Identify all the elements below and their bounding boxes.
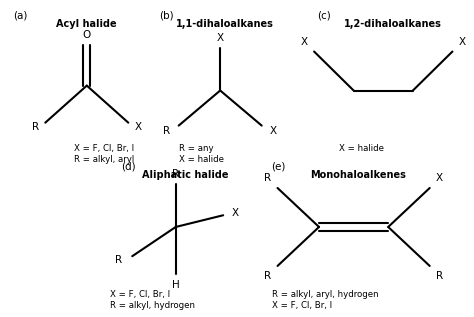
Text: X: X [301,37,308,47]
Text: R: R [172,169,179,179]
Text: R = any
X = halide: R = any X = halide [179,144,224,164]
Text: (a): (a) [13,10,27,21]
Text: X: X [459,37,466,47]
Text: 1,1-dihaloalkanes: 1,1-dihaloalkanes [176,19,274,29]
Text: 1,2-dihaloalkanes: 1,2-dihaloalkanes [344,19,442,29]
Text: R: R [264,271,271,281]
Text: X: X [231,208,238,218]
Text: Monohaloalkenes: Monohaloalkenes [310,170,407,180]
Text: X = F, Cl, Br, I
R = alkyl, hydrogen: X = F, Cl, Br, I R = alkyl, hydrogen [109,290,194,310]
Text: R: R [264,173,271,183]
Text: H: H [172,281,180,290]
Text: (c): (c) [317,10,331,21]
Text: O: O [82,30,91,40]
Text: X: X [135,121,142,132]
Text: R: R [32,121,39,132]
Text: X = halide: X = halide [339,144,384,153]
Text: X: X [270,126,277,136]
Text: R: R [436,271,443,281]
Text: X: X [217,33,224,43]
Text: Acyl halide: Acyl halide [56,19,117,29]
Text: (b): (b) [159,10,173,21]
Text: R: R [163,126,170,136]
Text: (d): (d) [121,162,136,171]
Text: R: R [115,255,122,265]
Text: R = alkyl, aryl, hydrogen
X = F, Cl, Br, I: R = alkyl, aryl, hydrogen X = F, Cl, Br,… [272,290,378,310]
Text: X = F, Cl, Br, I
R = alkyl, aryl: X = F, Cl, Br, I R = alkyl, aryl [74,144,134,164]
Text: Aliphatic halide: Aliphatic halide [142,170,229,180]
Text: X: X [436,173,443,183]
Text: (e): (e) [272,162,286,171]
